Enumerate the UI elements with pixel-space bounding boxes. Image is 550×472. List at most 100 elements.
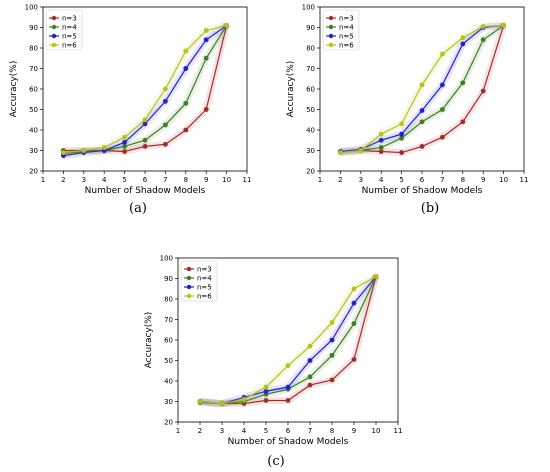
data-point	[142, 137, 148, 143]
data-point	[419, 144, 425, 149]
data-point	[460, 41, 466, 47]
chart-panel-3: 1 2 3 4 5 6 7 8 9 10 11 20 30 40 50 60 70 80 90 100 Number o…	[144, 255, 402, 448]
data-point	[329, 337, 335, 343]
data-point	[440, 107, 445, 112]
y-tick-label: 50	[29, 106, 38, 114]
data-point	[351, 321, 357, 326]
data-point	[183, 127, 189, 133]
legend-swatch-marker	[328, 24, 334, 30]
x-tick-label: 6	[286, 427, 291, 435]
data-point	[263, 384, 269, 390]
legend-label: n=3	[197, 266, 212, 274]
x-tick-label: 7	[440, 176, 444, 184]
y-tick-label: 60	[306, 86, 315, 94]
data-point	[480, 88, 486, 94]
x-tick-label: 8	[184, 176, 188, 184]
legend-label: n=3	[339, 15, 354, 23]
y-tick-label: 90	[306, 24, 315, 32]
data-point	[338, 150, 343, 155]
series-n=6	[197, 273, 379, 408]
y-tick-label: 20	[29, 168, 38, 176]
data-point	[378, 145, 384, 150]
y-tick-label: 30	[306, 147, 315, 155]
data-point	[285, 398, 291, 403]
data-point	[440, 51, 445, 57]
y-axis-label: Accuracy(%)	[286, 61, 296, 118]
data-point	[307, 382, 313, 388]
x-tick-label: 10	[372, 427, 381, 435]
data-point	[501, 23, 506, 28]
y-tick-label: 80	[306, 45, 315, 53]
data-point	[203, 107, 209, 112]
x-tick-label: 2	[198, 427, 202, 435]
y-tick-label: 60	[29, 86, 38, 94]
legend-label: n=6	[62, 42, 77, 50]
series-n=6	[338, 21, 506, 157]
data-point	[163, 141, 168, 147]
data-point	[440, 82, 445, 88]
legend-box	[180, 260, 218, 302]
data-point	[307, 343, 313, 349]
x-tick-label: 2	[338, 176, 342, 184]
legend: n=3n=4n=5n=6	[45, 9, 83, 51]
x-axis-label: Number of Shadow Models	[228, 437, 349, 447]
y-tick-label: 40	[29, 127, 38, 135]
data-point	[183, 48, 189, 54]
y-tick-label: 40	[164, 378, 173, 386]
data-point	[285, 384, 291, 390]
legend-swatch-marker	[328, 15, 334, 21]
data-point	[183, 100, 189, 106]
legend-label: n=3	[62, 15, 77, 23]
x-tick-label: 6	[143, 176, 148, 184]
y-tick-label: 90	[164, 275, 173, 283]
x-tick-label: 3	[220, 427, 224, 435]
data-point	[61, 150, 66, 155]
y-tick-label: 80	[164, 296, 173, 304]
legend-swatch-marker	[186, 275, 192, 281]
data-point	[183, 66, 189, 71]
x-tick-label: 8	[461, 176, 465, 184]
y-tick-label: 60	[164, 337, 173, 345]
y-axis-label: Accuracy(%)	[9, 61, 19, 118]
legend-swatch-marker	[328, 42, 334, 48]
x-tick-label: 11	[520, 176, 529, 184]
legend-swatch-marker	[186, 293, 192, 299]
data-point	[399, 121, 404, 127]
data-point	[122, 144, 127, 149]
x-tick-label: 11	[394, 427, 403, 435]
data-point	[399, 150, 404, 155]
data-point	[197, 399, 203, 404]
legend-label: n=5	[339, 33, 354, 41]
data-point	[399, 135, 404, 141]
legend-label: n=5	[62, 33, 77, 41]
x-tick-label: 9	[204, 176, 208, 184]
chart-panel-2: 1 2 3 4 5 6 7 8 9 10 11 20 30 40 50 60 70 80 90 100 Number o…	[286, 4, 528, 197]
y-axis-label: Accuracy(%)	[144, 312, 154, 369]
data-point	[142, 144, 148, 149]
data-point	[351, 357, 357, 362]
data-point	[351, 286, 357, 292]
legend-swatch-marker	[186, 266, 192, 272]
series-n=5	[61, 22, 230, 160]
legend-label: n=4	[197, 275, 212, 283]
legend-swatch-marker	[328, 33, 334, 39]
y-tick-label: 50	[306, 106, 315, 114]
data-point	[142, 121, 148, 127]
y-tick-label: 30	[29, 147, 38, 155]
legend-swatch-marker	[186, 284, 192, 290]
x-tick-label: 3	[359, 176, 363, 184]
data-point	[460, 119, 466, 125]
data-point	[163, 98, 168, 104]
y-tick-label: 80	[29, 45, 38, 53]
x-tick-label: 10	[222, 176, 231, 184]
legend-label: n=4	[62, 24, 77, 32]
data-point	[480, 24, 486, 29]
data-point	[460, 80, 466, 86]
data-point	[440, 134, 445, 140]
data-point	[307, 358, 313, 363]
data-point	[263, 388, 269, 394]
data-point	[480, 37, 486, 43]
x-tick-label: 4	[102, 176, 107, 184]
data-point	[122, 149, 127, 154]
